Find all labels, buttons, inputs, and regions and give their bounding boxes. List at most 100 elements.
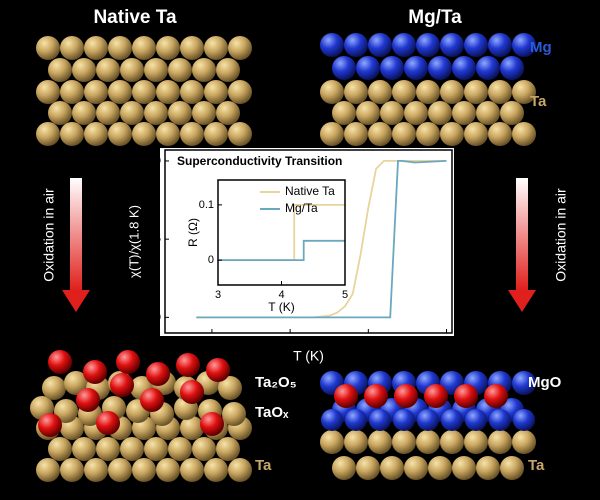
atom (320, 122, 344, 146)
atom (369, 409, 391, 431)
arrow (70, 178, 82, 290)
atom (132, 36, 156, 60)
atom (344, 33, 368, 57)
atom (96, 58, 120, 82)
atom (156, 80, 180, 104)
atom (144, 101, 168, 125)
atom (84, 80, 108, 104)
atom (500, 56, 524, 80)
atom (228, 80, 252, 104)
atom (440, 430, 464, 454)
atom (416, 122, 440, 146)
atom (488, 430, 512, 454)
x-axis-label: T (K) (293, 348, 324, 364)
atom (392, 33, 416, 57)
atom (180, 80, 204, 104)
atom (228, 458, 252, 482)
atom (454, 384, 478, 408)
atom (120, 101, 144, 125)
atom (428, 101, 452, 125)
atom (132, 122, 156, 146)
atom (38, 413, 62, 437)
atom (464, 33, 488, 57)
y-tick-label: -0.5 (142, 233, 161, 245)
atom (320, 430, 344, 454)
atom (500, 456, 524, 480)
atom (356, 101, 380, 125)
layer-label: Mg (530, 39, 552, 56)
atom (465, 409, 487, 431)
atom (344, 430, 368, 454)
atom (320, 80, 344, 104)
series-line (196, 160, 447, 319)
atom (42, 376, 66, 400)
y-tick-label: 0.0 (146, 155, 161, 167)
y-axis-label: χ(T)/χ(1.8 K) (126, 205, 141, 278)
atom (168, 58, 192, 82)
atom (344, 80, 368, 104)
atom (60, 36, 84, 60)
atom (440, 33, 464, 57)
charts: 2 3 4 5 0.0 -0.5 -1.0 Superconductivity Transit… (126, 149, 453, 364)
layer-label: Ta (255, 457, 272, 474)
atom (416, 430, 440, 454)
atom (36, 80, 60, 104)
arrow-head (508, 290, 536, 312)
x-tick-label: 3 (215, 289, 221, 301)
atom (84, 36, 108, 60)
atom (394, 384, 418, 408)
atom (332, 56, 356, 80)
layer-label: TaOₓ (255, 404, 289, 421)
atom (132, 80, 156, 104)
atom (54, 399, 78, 423)
atom (464, 122, 488, 146)
atom (368, 430, 392, 454)
x-tick-label: 2 (209, 337, 215, 349)
atom (417, 409, 439, 431)
atom (180, 380, 204, 404)
y-axis-label: R (Ω) (186, 218, 200, 247)
atom (84, 122, 108, 146)
atom (513, 409, 535, 431)
series-line (218, 239, 345, 261)
atoms (30, 33, 536, 482)
atom (168, 437, 192, 461)
atom (441, 409, 463, 431)
atom (48, 58, 72, 82)
panel-title: Mg/Ta (408, 7, 462, 28)
atom (204, 80, 228, 104)
atom (464, 80, 488, 104)
atom (83, 360, 107, 384)
atom (218, 376, 242, 400)
atom (440, 122, 464, 146)
atom (192, 437, 216, 461)
atom (144, 437, 168, 461)
atom (488, 80, 512, 104)
atom (222, 402, 246, 426)
atom (36, 458, 60, 482)
atom (404, 456, 428, 480)
atom (332, 101, 356, 125)
atom (156, 122, 180, 146)
atom (180, 416, 204, 440)
atom (368, 33, 392, 57)
atom (424, 384, 448, 408)
y-tick-label: 0.1 (199, 199, 214, 211)
atom (140, 388, 164, 412)
atom (72, 437, 96, 461)
atom (334, 384, 358, 408)
series-line (196, 160, 447, 319)
atom (228, 36, 252, 60)
atom (60, 458, 84, 482)
atom (192, 58, 216, 82)
panel-title: Native Ta (93, 7, 177, 28)
x-tick-label: 3 (287, 337, 293, 349)
layer-label: MgO (528, 374, 562, 391)
atom (96, 437, 120, 461)
atom (48, 350, 72, 374)
atom (344, 122, 368, 146)
layer-label: Ta (530, 93, 547, 110)
atom (156, 36, 180, 60)
arrow (516, 178, 528, 290)
